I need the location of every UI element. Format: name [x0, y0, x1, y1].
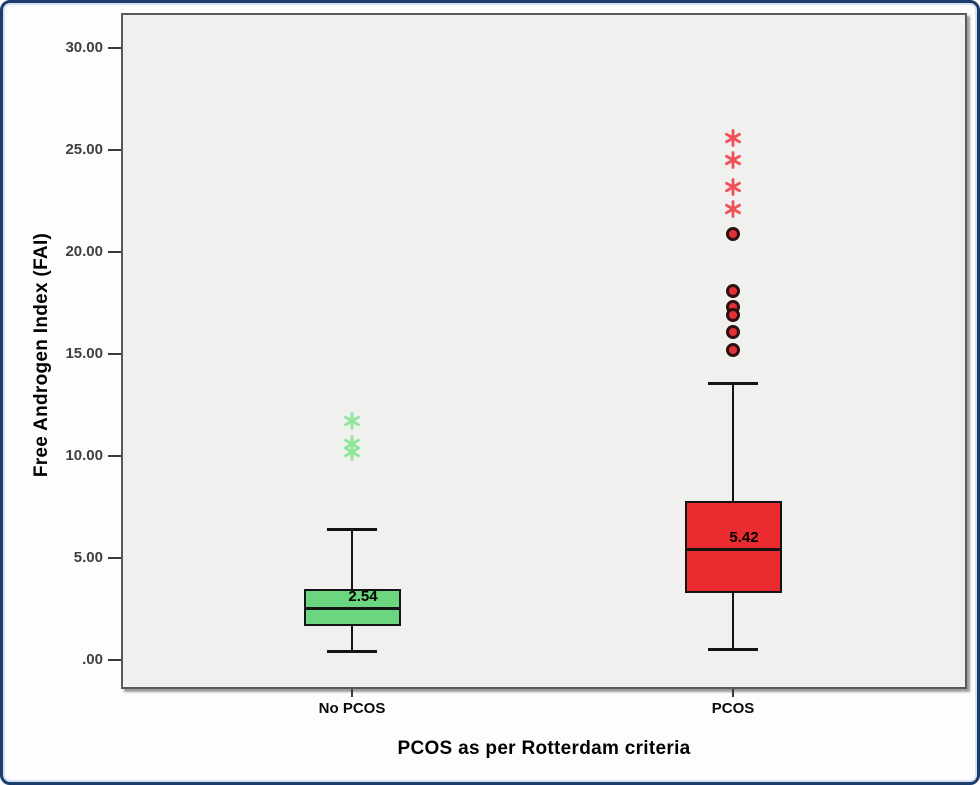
median-value-label: 5.42 [729, 529, 759, 547]
y-tick-label: 10.00 [65, 447, 103, 464]
y-tick-label: 15.00 [65, 345, 103, 362]
y-tick-mark [108, 47, 121, 49]
outlier-mild-marker [726, 283, 740, 298]
y-tick-mark [108, 251, 121, 253]
y-tick-mark [108, 353, 121, 355]
outlier-extreme-marker [725, 200, 741, 219]
y-tick-mark [108, 149, 121, 151]
y-tick-label: 5.00 [73, 549, 103, 566]
y-tick-label: 25.00 [65, 141, 103, 158]
y-tick-label: 20.00 [65, 243, 103, 260]
outlier-extreme-marker [725, 128, 741, 147]
outlier-mild-marker [726, 324, 740, 339]
x-axis-title: PCOS as per Rotterdam criteria [397, 738, 691, 759]
outlier-extreme-marker [725, 151, 741, 170]
whisker-cap [708, 381, 758, 385]
category-label: PCOS [711, 700, 755, 717]
x-tick-mark [732, 689, 734, 697]
median-value-label: 2.54 [348, 588, 378, 606]
plot-area [121, 13, 967, 689]
box [684, 500, 782, 593]
whisker-line [351, 626, 353, 652]
y-tick-mark [108, 455, 121, 457]
median-line [684, 548, 782, 552]
whisker-cap [327, 528, 377, 532]
y-tick-mark [108, 557, 121, 559]
x-tick-mark [351, 689, 353, 697]
y-tick-label: 30.00 [65, 39, 103, 56]
outlier-extreme-marker [725, 177, 741, 196]
whisker-cap [327, 649, 377, 653]
outlier-extreme-marker [344, 443, 360, 461]
outlier-mild-marker [726, 308, 740, 323]
whisker-line [732, 592, 734, 650]
outlier-mild-marker [726, 342, 740, 357]
y-tick-mark [108, 659, 121, 661]
y-tick-label: .00 [82, 651, 103, 668]
whisker-cap [708, 647, 758, 651]
whisker-line [351, 529, 353, 589]
whisker-line [732, 382, 734, 501]
median-line [303, 607, 401, 611]
outlier-extreme-marker [344, 412, 360, 431]
category-label: No PCOS [318, 700, 386, 717]
outlier-mild-marker [726, 226, 740, 241]
